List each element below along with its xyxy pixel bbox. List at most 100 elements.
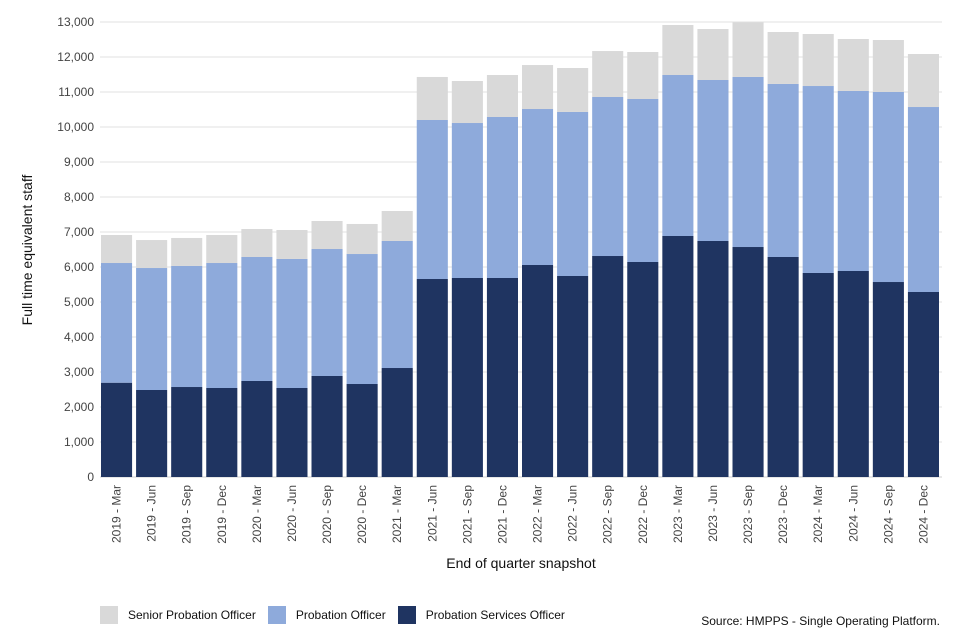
y-tick-label: 5,000 bbox=[64, 295, 94, 309]
y-tick-label: 1,000 bbox=[64, 435, 94, 449]
x-tick-label: 2020 - Mar bbox=[250, 485, 264, 543]
y-tick-label: 4,000 bbox=[64, 330, 94, 344]
bar-probation-officer bbox=[837, 90, 869, 271]
y-axis-title: Full time equivalent staff bbox=[19, 175, 35, 326]
y-tick-label: 13,000 bbox=[57, 15, 94, 29]
bar-probation-officer bbox=[802, 86, 834, 273]
x-tick-label: 2019 - Mar bbox=[110, 485, 124, 543]
bar-probation-services-officer bbox=[662, 235, 694, 477]
y-tick-label: 7,000 bbox=[64, 225, 94, 239]
bar-senior-probation-officer bbox=[486, 74, 518, 117]
x-tick-label: 2022 - Mar bbox=[531, 485, 545, 543]
x-tick-label: 2019 - Sep bbox=[180, 485, 194, 544]
bar-senior-probation-officer bbox=[276, 230, 308, 259]
legend-swatch bbox=[397, 606, 416, 624]
bar-probation-services-officer bbox=[486, 277, 518, 477]
bar-probation-officer bbox=[522, 109, 554, 266]
bar-probation-services-officer bbox=[416, 279, 448, 477]
x-axis-ticks: 2019 - Mar 2019 - Jun 2019 - Sep 2019 - Dec… bbox=[110, 485, 931, 544]
x-tick-label: 2024 - Sep bbox=[881, 485, 895, 544]
y-axis-ticks: 0 1,000 2,000 3,000 4,000 5,000 6,000 7,000 8,00… bbox=[57, 15, 94, 484]
bar-senior-probation-officer bbox=[767, 32, 799, 84]
bar-senior-probation-officer bbox=[557, 67, 589, 112]
bar-probation-services-officer bbox=[557, 275, 589, 477]
bar-senior-probation-officer bbox=[241, 228, 273, 257]
legend-swatch bbox=[267, 606, 286, 624]
x-tick-label: 2021 - Mar bbox=[390, 485, 404, 543]
bar-probation-officer bbox=[592, 97, 624, 257]
y-tick-label: 0 bbox=[87, 470, 94, 484]
bar-probation-services-officer bbox=[311, 375, 343, 477]
x-tick-label: 2022 - Sep bbox=[601, 485, 615, 544]
bar-probation-services-officer bbox=[627, 261, 659, 477]
x-tick-label: 2021 - Jun bbox=[425, 485, 439, 542]
gridlines bbox=[100, 21, 942, 478]
y-tick-label: 3,000 bbox=[64, 365, 94, 379]
bar-probation-officer bbox=[767, 83, 799, 257]
bar-probation-services-officer bbox=[907, 291, 939, 477]
bar-senior-probation-officer bbox=[346, 223, 378, 255]
x-tick-label: 2019 - Jun bbox=[145, 485, 159, 542]
x-tick-label: 2021 - Sep bbox=[460, 485, 474, 544]
legend-label: Probation Services Officer bbox=[425, 608, 565, 622]
legend-label: Probation Officer bbox=[295, 608, 386, 622]
x-axis-title: End of quarter snapshot bbox=[446, 555, 596, 571]
bar-probation-officer bbox=[872, 92, 904, 283]
x-tick-label: 2023 - Dec bbox=[776, 485, 790, 544]
x-tick-label: 2020 - Sep bbox=[320, 485, 334, 544]
bar-senior-probation-officer bbox=[907, 53, 939, 108]
x-tick-label: 2022 - Dec bbox=[636, 485, 650, 544]
bar-probation-services-officer bbox=[101, 382, 133, 477]
bar-probation-officer bbox=[381, 240, 413, 369]
bar-probation-officer bbox=[697, 79, 729, 241]
bar-senior-probation-officer bbox=[872, 39, 904, 92]
bar-probation-services-officer bbox=[346, 384, 378, 477]
x-tick-label: 2024 - Jun bbox=[846, 485, 860, 542]
bar-probation-services-officer bbox=[872, 282, 904, 477]
bar-probation-services-officer bbox=[451, 277, 483, 477]
bar-probation-officer bbox=[732, 76, 764, 248]
y-tick-label: 10,000 bbox=[57, 120, 94, 134]
bar-senior-probation-officer bbox=[662, 25, 694, 75]
bar-senior-probation-officer bbox=[802, 34, 834, 87]
y-tick-label: 12,000 bbox=[57, 50, 94, 64]
y-tick-label: 2,000 bbox=[64, 400, 94, 414]
x-tick-label: 2019 - Dec bbox=[215, 485, 229, 544]
bar-senior-probation-officer bbox=[451, 81, 483, 124]
bar-senior-probation-officer bbox=[697, 29, 729, 80]
bar-senior-probation-officer bbox=[522, 65, 554, 110]
y-tick-label: 6,000 bbox=[64, 260, 94, 274]
legend-item-probation-services-officer: Probation Services Officer bbox=[397, 606, 565, 624]
bar-probation-officer bbox=[101, 263, 133, 383]
bar-probation-services-officer bbox=[592, 256, 624, 477]
bar-senior-probation-officer bbox=[837, 39, 869, 91]
x-tick-label: 2021 - Dec bbox=[495, 485, 509, 544]
x-tick-label: 2023 - Jun bbox=[706, 485, 720, 542]
bar-senior-probation-officer bbox=[101, 235, 133, 264]
bar-probation-services-officer bbox=[206, 387, 238, 477]
bar-senior-probation-officer bbox=[136, 240, 168, 269]
bar-probation-officer bbox=[346, 254, 378, 385]
bar-probation-services-officer bbox=[732, 247, 764, 477]
bar-probation-officer bbox=[662, 74, 694, 236]
x-tick-label: 2023 - Sep bbox=[741, 485, 755, 544]
bar-probation-officer bbox=[171, 265, 203, 388]
bar-probation-services-officer bbox=[276, 387, 308, 477]
bar-probation-officer bbox=[136, 268, 168, 390]
bar-probation-officer bbox=[557, 111, 589, 276]
legend-swatch bbox=[100, 606, 118, 624]
y-tick-label: 11,000 bbox=[58, 85, 94, 99]
bar-probation-services-officer bbox=[522, 265, 554, 477]
bar-probation-services-officer bbox=[381, 368, 413, 477]
bar-senior-probation-officer bbox=[732, 22, 764, 77]
bar-probation-services-officer bbox=[171, 387, 203, 477]
bar-senior-probation-officer bbox=[311, 221, 343, 250]
x-tick-label: 2023 - Mar bbox=[671, 485, 685, 543]
y-tick-label: 9,000 bbox=[64, 155, 94, 169]
bar-probation-officer bbox=[416, 120, 448, 280]
x-tick-label: 2020 - Jun bbox=[285, 485, 299, 542]
bar-senior-probation-officer bbox=[171, 237, 203, 266]
bar-probation-services-officer bbox=[697, 240, 729, 477]
bar-probation-officer bbox=[451, 123, 483, 278]
